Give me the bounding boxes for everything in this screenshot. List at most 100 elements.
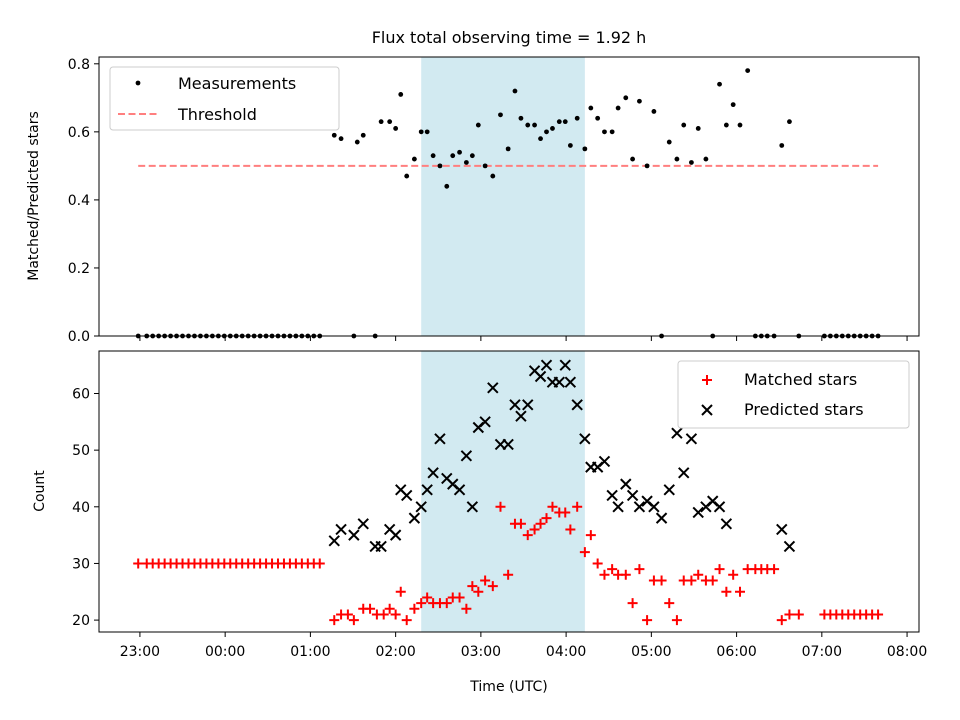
- measurement-point: [498, 112, 503, 118]
- measurement-point: [730, 102, 736, 108]
- ratio-y-tick-label: 0.6: [68, 125, 90, 141]
- matched-star-point: [634, 564, 645, 575]
- matched-star-point: [541, 513, 552, 524]
- ratio-y-tick-label: 0.8: [68, 57, 90, 73]
- measurement-point: [582, 146, 588, 152]
- measurement-point: [418, 129, 424, 135]
- legend-matched-label: Matched stars: [744, 370, 857, 389]
- measurement-point: [615, 105, 621, 111]
- count-panel: 20 30 40 50 60 23:00 00:00 01:00 02:00 03:00 04:00…: [72, 350, 927, 660]
- matched-star-point: [487, 581, 498, 592]
- measurement-point: [550, 126, 555, 131]
- measurement-point: [525, 122, 531, 128]
- measurement-point: [623, 95, 629, 101]
- matched-star-point: [565, 524, 576, 535]
- count-axes-frame: [98, 350, 920, 633]
- matched-star-point: [522, 530, 533, 541]
- predicted-star-point: [692, 506, 704, 519]
- matched-star-point: [529, 524, 540, 535]
- matched-star-point: [535, 518, 546, 529]
- x-axis-label: Time (UTC): [469, 679, 547, 695]
- predicted-star-point: [415, 501, 427, 513]
- legend-predicted-label: Predicted stars: [744, 400, 864, 419]
- measurement-point: [745, 68, 751, 74]
- matched-star-point: [495, 501, 506, 512]
- measurement-point: [567, 143, 573, 148]
- predicted-star-point: [720, 518, 733, 530]
- matched-star-point: [454, 592, 465, 603]
- x-tick-label: 23:00: [120, 644, 160, 660]
- matched-star-point: [480, 575, 491, 586]
- measurement-point: [393, 126, 399, 131]
- measurement-point: [651, 109, 657, 114]
- measurement-point: [437, 163, 443, 169]
- count-y-tick-label: 40: [72, 500, 90, 516]
- measurement-point: [354, 139, 360, 145]
- matched-star-point: [314, 558, 325, 569]
- predicted-star-point: [685, 433, 698, 445]
- x-tick-label: 04:00: [546, 644, 586, 660]
- predicted-star-point: [335, 523, 347, 536]
- matched-star-point: [656, 575, 667, 586]
- measurement-point: [411, 156, 417, 162]
- matched-star-point: [378, 609, 389, 620]
- predicted-star-point: [776, 523, 788, 536]
- count-y-axis-label: Count: [32, 470, 48, 512]
- matched-star-point: [769, 564, 780, 575]
- predicted-star-point: [678, 467, 690, 479]
- legend-measurements-marker: [135, 80, 141, 86]
- predicted-star-point: [466, 501, 479, 513]
- matched-star-point: [734, 586, 745, 597]
- measurement-point: [404, 173, 410, 179]
- measurement-point: [512, 88, 518, 94]
- matched-star-point: [579, 547, 590, 558]
- matched-star-point: [401, 615, 412, 626]
- measurement-point: [609, 129, 615, 135]
- legend-measurements-label: Measurements: [178, 74, 296, 93]
- predicted-star-point: [427, 467, 439, 479]
- measurement-point: [630, 156, 635, 162]
- measurement-point: [360, 132, 366, 138]
- matched-star-point: [384, 603, 395, 614]
- matched-star-point: [585, 530, 596, 541]
- measurement-point: [544, 129, 549, 135]
- predicted-star-point: [671, 427, 683, 439]
- matched-star-point: [664, 598, 675, 609]
- measurement-point: [398, 92, 404, 97]
- x-tick-label: 03:00: [461, 644, 501, 660]
- predicted-star-point: [783, 540, 796, 553]
- measurement-point: [574, 115, 580, 121]
- measurement-point: [737, 122, 743, 128]
- predicted-star-point: [612, 501, 624, 513]
- matched-star-point: [707, 575, 718, 586]
- measurement-point: [666, 139, 672, 145]
- x-tick-label: 06:00: [716, 644, 756, 660]
- matched-star-point: [714, 564, 725, 575]
- matched-star-point: [467, 581, 478, 592]
- measurement-point: [595, 115, 601, 121]
- x-tick-label: 08:00: [887, 644, 927, 660]
- predicted-star-point: [328, 535, 340, 547]
- matched-star-point: [873, 609, 884, 620]
- matched-star-point: [503, 569, 514, 580]
- predicted-star-point: [401, 489, 413, 502]
- predicted-star-point: [460, 450, 473, 462]
- predicted-star-point: [534, 370, 547, 383]
- matched-star-point: [409, 603, 420, 614]
- measurement-point: [490, 173, 496, 179]
- measurement-point: [518, 115, 524, 121]
- matched-star-point: [686, 575, 697, 586]
- matched-star-point: [642, 615, 653, 626]
- measurement-point: [338, 136, 344, 142]
- measurement-point: [505, 146, 511, 152]
- ratio-y-axis-label: Matched/Predicted stars: [26, 111, 42, 281]
- measurement-point: [562, 119, 568, 125]
- predicted-star-point: [408, 512, 421, 524]
- measurement-point: [378, 119, 384, 125]
- x-tick-label: 05:00: [631, 644, 671, 660]
- count-series-0: [133, 501, 884, 626]
- count-y-tick-label: 30: [72, 556, 90, 572]
- measurement-point: [602, 129, 607, 135]
- ratio-observing-window: [421, 57, 585, 336]
